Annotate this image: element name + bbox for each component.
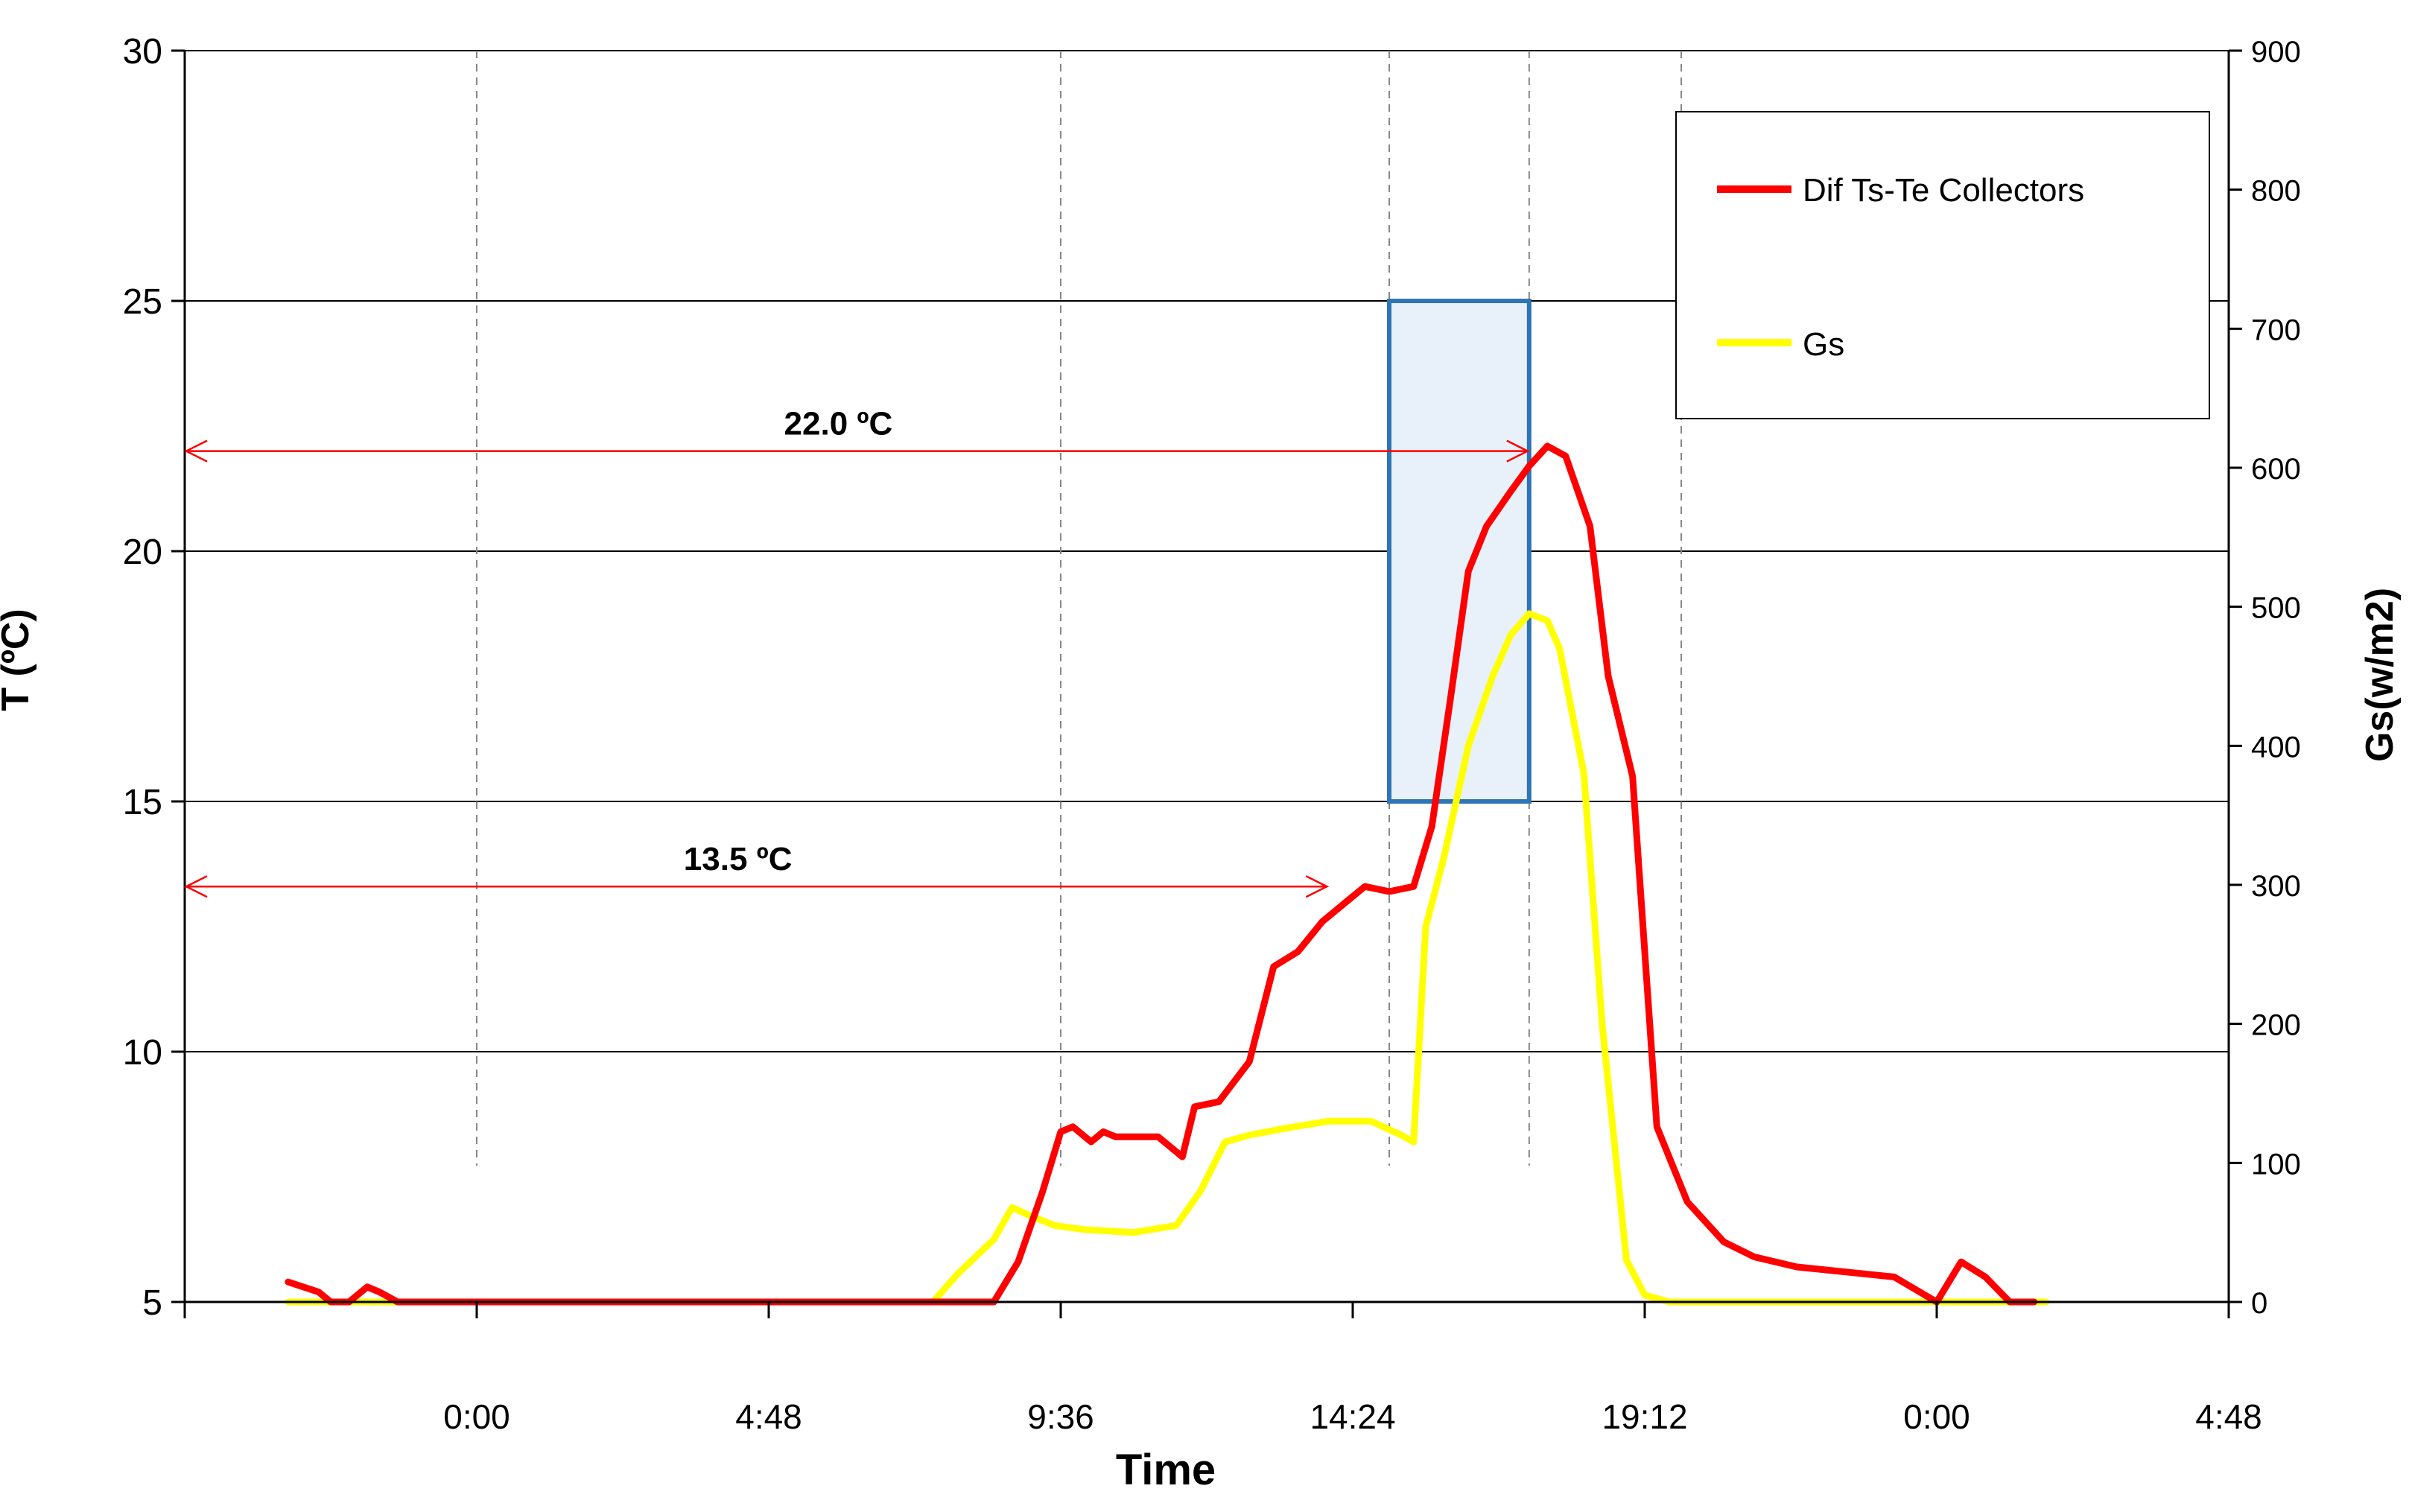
highlight-box: [1387, 299, 1532, 804]
axes: 5101520253001002003004005006007008009000…: [123, 32, 2301, 1436]
x-tick-label-6: 4:48: [2195, 1397, 2262, 1436]
x-tick-label-1: 4:48: [735, 1397, 802, 1436]
annotation-label-1: 13.5 ºC: [684, 841, 793, 877]
y2-tick-label-600: 600: [2251, 453, 2301, 486]
y-tick-label-10: 10: [123, 1033, 162, 1073]
y2-tick-label-500: 500: [2251, 592, 2301, 625]
annotation-arrowhead-left-1: [184, 875, 208, 898]
y2-tick-label-0: 0: [2251, 1287, 2267, 1320]
y2-tick-label-100: 100: [2251, 1148, 2301, 1181]
series-line-dif-ts-te: [285, 442, 2038, 1306]
x-tick-label-3: 14:24: [1310, 1397, 1395, 1436]
y2-tick-label-700: 700: [2251, 314, 2301, 346]
y-tick-label-20: 20: [123, 533, 162, 572]
legend-label-gs: Gs: [1803, 326, 1844, 363]
y2-tick-label-800: 800: [2251, 175, 2301, 208]
grid: [185, 50, 2229, 1166]
x-tick-label-4: 19:12: [1602, 1397, 1687, 1436]
legend: Dif Ts-Te Collectors Gs: [1675, 111, 2210, 419]
y2-tick-label-400: 400: [2251, 731, 2301, 763]
legend-label-dif: Dif Ts-Te Collectors: [1803, 172, 2084, 209]
y-axis-title: T (ºC): [0, 609, 37, 711]
y-tick-label-30: 30: [123, 32, 162, 72]
annotation-arrowhead-right-1: [1305, 875, 1330, 898]
y2-tick-label-200: 200: [2251, 1009, 2301, 1042]
annotation-arrowhead-left-0: [184, 439, 208, 463]
x-tick-label-2: 9:36: [1027, 1397, 1094, 1436]
legend-box: [1675, 111, 2210, 419]
x-axis-title: Time: [1116, 1446, 1216, 1494]
highlight-box-layer: [1387, 299, 1532, 804]
annotations: 22.0 ºC 13.5 ºC: [184, 406, 1530, 898]
x-tick-label-0: 0:00: [443, 1397, 510, 1436]
y2-axis-title: Gs(w/m2): [2358, 588, 2402, 762]
y2-tick-label-900: 900: [2251, 36, 2301, 69]
y-tick-label-15: 15: [123, 783, 162, 822]
x-tick-label-5: 0:00: [1903, 1397, 1970, 1436]
series-line-gs: [285, 610, 2050, 1306]
y2-tick-label-300: 300: [2251, 870, 2301, 903]
y-tick-label-5: 5: [142, 1283, 162, 1323]
annotation-arrowhead-right-0: [1506, 439, 1530, 463]
annotation-label-0: 22.0 ºC: [784, 406, 893, 442]
series-layer: [285, 442, 2050, 1306]
y-tick-label-25: 25: [123, 282, 162, 322]
